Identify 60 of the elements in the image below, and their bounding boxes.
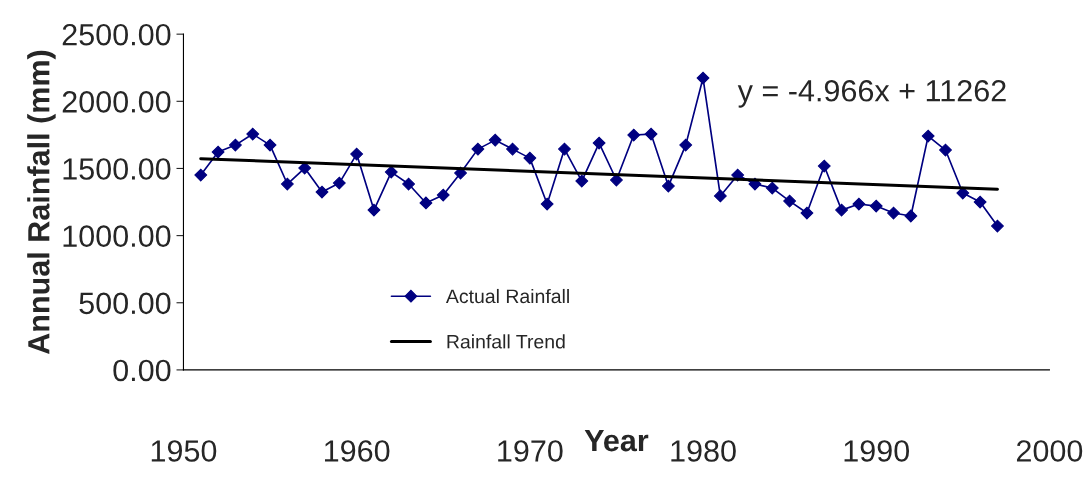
- point: [436, 188, 450, 202]
- point: [939, 143, 952, 157]
- y-axis-title: Annual Rainfall (mm): [27, 50, 56, 355]
- point: [332, 176, 346, 190]
- x-tick-label: 1950: [151, 440, 217, 462]
- point: [783, 194, 797, 208]
- point: [280, 177, 294, 191]
- point: [800, 206, 814, 220]
- point: [523, 151, 537, 165]
- point: [644, 127, 658, 141]
- point: [471, 142, 485, 156]
- point: [869, 199, 883, 213]
- point: [991, 219, 1004, 233]
- point: [973, 195, 987, 209]
- x-tick-label: 2000: [1016, 440, 1083, 462]
- y-tick-label: 1500.00: [63, 158, 171, 180]
- legend-label: Rainfall Trend: [447, 334, 565, 349]
- point: [765, 181, 779, 195]
- point: [592, 136, 606, 150]
- point: [558, 142, 571, 156]
- point: [627, 128, 641, 142]
- point: [367, 203, 381, 217]
- x-tick-label: 1990: [844, 440, 910, 462]
- point: [817, 159, 831, 173]
- legend-label: Actual Rainfall: [445, 288, 569, 304]
- annotation: y = -4.966x + 11262: [737, 79, 1006, 108]
- point: [506, 142, 519, 156]
- x-axis-title: Year: [584, 430, 649, 452]
- point: [713, 189, 727, 203]
- y-tick-label: 0.00: [113, 359, 171, 382]
- x-tick-label: 1960: [324, 440, 390, 462]
- point: [921, 129, 935, 143]
- point: [229, 138, 242, 152]
- y-tick-label: 500.00: [79, 292, 171, 315]
- x-tick-label: 1970: [498, 440, 563, 462]
- point: [904, 209, 918, 223]
- point: [315, 185, 329, 199]
- point: [696, 71, 710, 85]
- y-tick-label: 2000.00: [62, 91, 171, 113]
- y-tick-label: 2500.00: [62, 23, 171, 46]
- point: [350, 147, 364, 161]
- point: [246, 127, 260, 141]
- point: [610, 173, 623, 187]
- point: [402, 177, 416, 191]
- point: [488, 133, 502, 147]
- point: [661, 179, 675, 193]
- point: [211, 145, 225, 159]
- point: [679, 138, 693, 152]
- point: [384, 165, 398, 179]
- point: [835, 203, 848, 217]
- point: [887, 206, 900, 220]
- y-tick-label: 1000.00: [63, 225, 171, 247]
- point: [419, 196, 433, 210]
- point: [852, 197, 866, 211]
- point: [194, 168, 208, 182]
- point: [263, 138, 277, 152]
- point: [575, 174, 589, 188]
- point: [540, 197, 554, 211]
- x-tick-label: 1980: [671, 440, 736, 462]
- point: [298, 161, 312, 175]
